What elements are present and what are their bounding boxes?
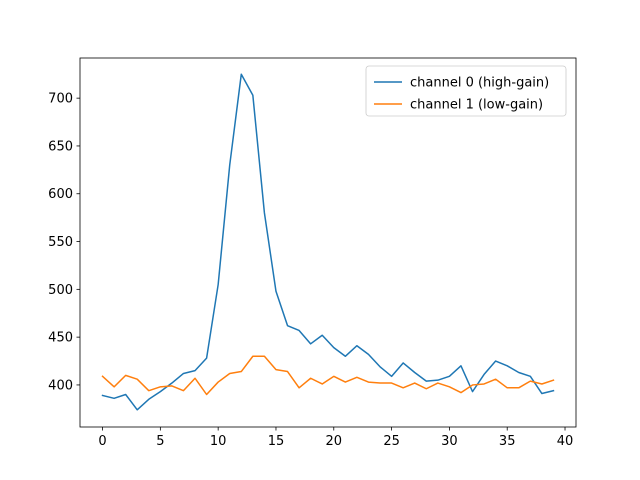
y-tick-label: 450 [48, 331, 73, 346]
legend-label-channel-0: channel 0 (high-gain) [410, 76, 549, 91]
x-tick-label: 0 [98, 434, 106, 449]
series-line-channel-0 [101, 73, 555, 411]
plot-lines [101, 73, 555, 411]
x-tick-label: 35 [499, 434, 516, 449]
x-tick-label: 30 [441, 434, 458, 449]
y-tick-label: 550 [48, 235, 73, 250]
legend-box [365, 65, 567, 117]
x-tick-label: 25 [383, 434, 400, 449]
y-tick-label: 600 [48, 187, 73, 202]
x-tick-label: 40 [557, 434, 574, 449]
x-axis-ticks: 0 5 10 15 20 25 30 35 40 [98, 427, 573, 449]
x-tick-label: 5 [156, 434, 164, 449]
legend-label-channel-1: channel 1 (low-gain) [410, 98, 543, 113]
x-tick-label: 15 [268, 434, 285, 449]
y-tick-label: 700 [48, 92, 73, 107]
x-tick-label: 20 [326, 434, 343, 449]
y-tick-label: 650 [48, 139, 73, 154]
series-line-channel-1 [101, 355, 555, 396]
legend: channel 0 (high-gain) channel 1 (low-gain… [365, 65, 567, 117]
x-tick-label: 10 [210, 434, 227, 449]
y-axis-ticks: 400 450 500 550 600 650 700 [48, 92, 80, 393]
y-tick-label: 400 [48, 378, 73, 393]
y-tick-label: 500 [48, 283, 73, 298]
axes-frame [79, 57, 577, 428]
axes-spines [79, 57, 577, 428]
